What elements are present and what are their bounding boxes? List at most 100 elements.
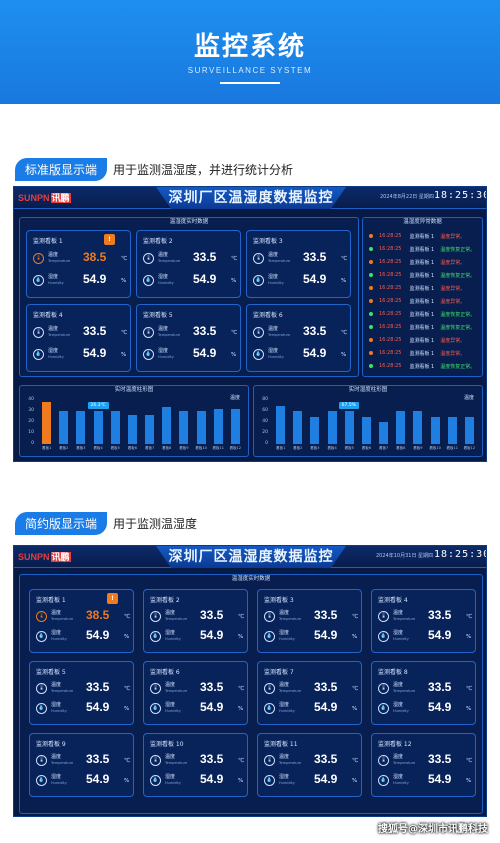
sensor-card[interactable]: 监测看板 8 🌡 温度 Temperature 33.5 ℃ 💧 湿度 Humidity 54.9…	[371, 661, 476, 725]
sensor-card[interactable]: 监测看板 6 🌡 温度 Temperature 33.5 ℃ 💧 湿度 Humidity 54.9…	[246, 304, 351, 372]
bar[interactable]	[430, 416, 440, 444]
sensor-label: 温度 Temperature	[158, 252, 180, 264]
temperature-value: 38.5	[83, 250, 107, 264]
alert-row[interactable]: 16:28:25 监测看板 1 温度异常。	[369, 283, 465, 293]
alert-message: 温度异常。	[440, 337, 466, 344]
alert-device: 监测看板 1	[409, 363, 435, 370]
temperature-unit: ℃	[238, 758, 245, 764]
sensor-card[interactable]: 监测看板 3 🌡 温度 Temperature 33.5 ℃ 💧 湿度 Humidity 54.9…	[257, 589, 362, 653]
sensor-label-cn: 湿度	[165, 774, 176, 780]
alert-row[interactable]: 16:28:25 监测看板 1 温度恢复正常。	[369, 270, 475, 280]
bar[interactable]	[276, 405, 286, 444]
alert-row[interactable]: 16:28:25 监测看板 1 温度异常。	[369, 335, 465, 345]
temperature-value: 33.5	[193, 324, 217, 338]
alert-row[interactable]: 16:28:25 监测看板 1 温度恢复正常。	[369, 244, 475, 254]
alert-row[interactable]: 16:28:25 监测看板 1 温度恢复正常。	[369, 361, 475, 371]
y-tick-label: 30	[28, 408, 34, 413]
sensor-card[interactable]: 监测看板 5 🌡 温度 Temperature 33.5 ℃ 💧 湿度 Humidity 54.9…	[136, 304, 241, 372]
alert-row[interactable]: 16:28:25 监测看板 1 温度异常。	[369, 257, 465, 267]
y-tick-label: 20	[28, 419, 34, 424]
droplet-icon: 💧	[150, 774, 161, 786]
humidity-row: 💧 湿度 Humidity	[33, 348, 64, 360]
sensor-card[interactable]: 监测看板 11 🌡 温度 Temperature 33.5 ℃ 💧 湿度 Humidity 54.…	[257, 733, 362, 797]
temperature-value: 33.5	[200, 680, 224, 694]
alert-row[interactable]: 16:28:25 监测看板 1 温度恢复正常。	[369, 322, 475, 332]
alert-time: 16:28:25	[379, 272, 402, 278]
bar[interactable]	[230, 408, 240, 444]
sensor-card[interactable]: 监测看板 1! 🌡 温度 Temperature 38.5 ℃ 💧 湿度 Humidity 54.…	[29, 589, 134, 653]
sensor-label-cn: 湿度	[158, 348, 169, 354]
sensor-label-cn: 湿度	[268, 348, 279, 354]
bar[interactable]	[76, 411, 86, 444]
alert-message: 温度异常。	[440, 285, 466, 292]
alert-row[interactable]: 16:28:25 监测看板 1 温度异常。	[369, 231, 465, 241]
bar[interactable]	[93, 411, 103, 444]
sensor-card[interactable]: 监测看板 7 🌡 温度 Temperature 33.5 ℃ 💧 湿度 Humidity 54.9…	[257, 661, 362, 725]
temperature-value: 38.5	[86, 608, 110, 622]
sensor-label-en: Temperature	[165, 689, 188, 693]
alert-row[interactable]: 16:28:25 监测看板 1 温度恢复正常。	[369, 309, 475, 319]
temperature-value: 33.5	[303, 324, 327, 338]
sensor-label-en: Humidity	[393, 781, 409, 785]
bar[interactable]	[310, 416, 320, 444]
realtime-data-panel: 温湿度实时数据 监测看板 1! 🌡 温度 Temperature 38.5 ℃ 💧 湿度 Hum…	[19, 217, 359, 377]
sensor-card[interactable]: 监测看板 4 🌡 温度 Temperature 33.5 ℃ 💧 湿度 Humidity 54.9…	[26, 304, 131, 372]
alert-device: 监测看板 1	[409, 350, 435, 357]
bar[interactable]	[59, 411, 69, 444]
sensor-label: 温度 Temperature	[48, 326, 70, 338]
x-tick-label: 看板9	[413, 446, 423, 450]
temperature-row: 🌡 温度 Temperature	[264, 754, 301, 766]
thermometer-icon: 🌡	[150, 682, 161, 694]
humidity-value: 54.9	[200, 772, 224, 786]
bar[interactable]	[196, 411, 206, 444]
bar[interactable]	[464, 416, 474, 444]
sensor-card-name: 监测看板 9	[36, 741, 66, 748]
dashboard-simple: SUNPN 讯鹏 深圳厂区温湿度数据监控 2024年10月31日 星期四 18:2…	[13, 545, 487, 817]
bar[interactable]	[162, 406, 172, 444]
sensor-label-en: Humidity	[48, 281, 64, 285]
humidity-value: 54.9	[83, 346, 107, 360]
sensor-card[interactable]: 监测看板 10 🌡 温度 Temperature 33.5 ℃ 💧 湿度 Humidity 54.…	[143, 733, 248, 797]
dashboard-standard: SUNPN 讯鹏 深圳厂区温湿度数据监控 2024年8月22日 星期四 18:25…	[13, 186, 487, 462]
bar[interactable]	[127, 415, 137, 444]
bar[interactable]	[213, 408, 223, 444]
bar[interactable]	[447, 416, 457, 444]
sensor-card[interactable]: 监测看板 9 🌡 温度 Temperature 33.5 ℃ 💧 湿度 Humidity 54.9…	[29, 733, 134, 797]
sensor-card[interactable]: 监测看板 2 🌡 温度 Temperature 33.5 ℃ 💧 湿度 Humidity 54.9…	[136, 230, 241, 298]
alert-message: 温度恢复正常。	[440, 311, 476, 318]
sensor-card[interactable]: 监测看板 4 🌡 温度 Temperature 33.5 ℃ 💧 湿度 Humidity 54.9…	[371, 589, 476, 653]
sensor-card[interactable]: 监测看板 2 🌡 温度 Temperature 33.5 ℃ 💧 湿度 Humidity 54.9…	[143, 589, 248, 653]
temperature-unit: ℃	[352, 614, 359, 620]
bar[interactable]	[293, 411, 303, 444]
bar[interactable]	[379, 422, 389, 444]
sensor-card[interactable]: 监测看板 12 🌡 温度 Temperature 33.5 ℃ 💧 湿度 Humidity 54.…	[371, 733, 476, 797]
sensor-card[interactable]: 监测看板 3 🌡 温度 Temperature 33.5 ℃ 💧 湿度 Humidity 54.9…	[246, 230, 351, 298]
alert-row[interactable]: 16:28:25 监测看板 1 温度异常。	[369, 348, 465, 358]
alert-row[interactable]: 16:28:25 监测看板 1 温度异常。	[369, 296, 465, 306]
bar[interactable]	[327, 411, 337, 444]
humidity-unit: %	[341, 278, 347, 284]
sensor-card[interactable]: 监测看板 5 🌡 温度 Temperature 33.5 ℃ 💧 湿度 Humidity 54.9…	[29, 661, 134, 725]
thermometer-icon: 🌡	[253, 326, 264, 338]
sensor-label: 湿度 Humidity	[393, 774, 409, 786]
bar[interactable]	[110, 411, 120, 444]
dashboard-title: 深圳厂区温湿度数据监控	[156, 546, 346, 568]
thermometer-icon: 🌡	[378, 610, 389, 622]
bar[interactable]	[344, 411, 354, 444]
sensor-card[interactable]: 监测看板 6 🌡 温度 Temperature 33.5 ℃ 💧 湿度 Humidity 54.9…	[143, 661, 248, 725]
sensor-label: 湿度 Humidity	[268, 348, 284, 360]
bar[interactable]	[42, 401, 52, 444]
alert-message: 温度恢复正常。	[440, 246, 476, 253]
sensor-label-cn: 湿度	[48, 274, 59, 280]
bar[interactable]	[179, 411, 189, 444]
temperature-unit: ℃	[231, 256, 238, 262]
temperature-value: 33.5	[83, 324, 107, 338]
temperature-row: 🌡 温度 Temperature	[150, 754, 187, 766]
sensor-card[interactable]: 监测看板 1! 🌡 温度 Temperature 38.5 ℃ 💧 湿度 Humidity 54.…	[26, 230, 131, 298]
bar[interactable]	[413, 411, 423, 444]
bar[interactable]	[145, 415, 155, 444]
bar[interactable]	[361, 416, 371, 444]
dashboard-date: 2024年8月22日 星期四	[380, 194, 434, 200]
bar[interactable]	[396, 411, 406, 444]
x-tick-label: 看板9	[179, 446, 189, 450]
